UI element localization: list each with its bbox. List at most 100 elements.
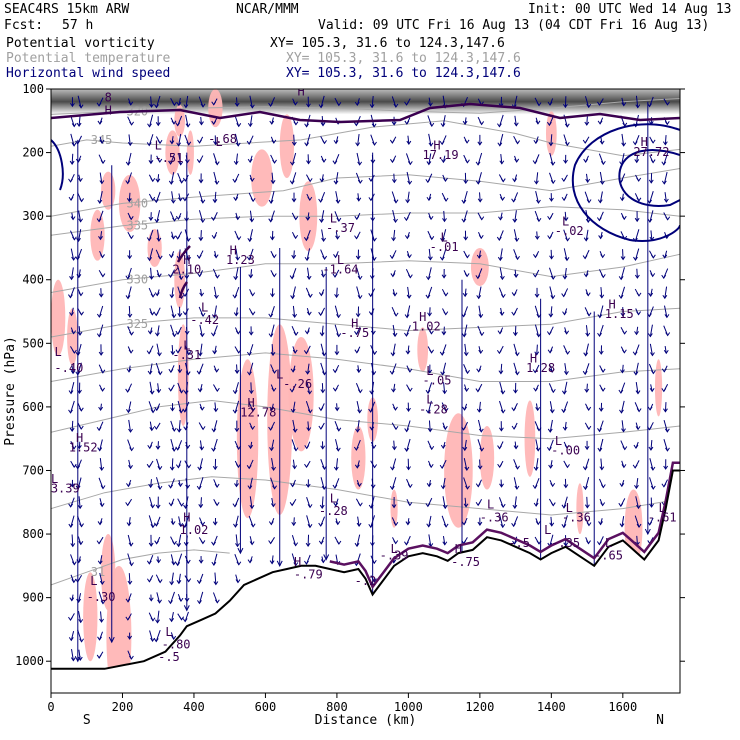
wind-arrow-head	[389, 255, 395, 260]
wind-arrow-head	[128, 235, 134, 240]
wind-arrow	[477, 419, 482, 433]
wind-arrow-head	[332, 160, 338, 165]
wind-arrow-head	[333, 254, 338, 259]
pv-extremum-label: H	[419, 310, 426, 324]
wind-arrow-head	[600, 160, 606, 166]
pv-shade-13	[118, 174, 141, 233]
y-tick-label: 900	[22, 591, 44, 605]
wind-arrow-head	[426, 523, 432, 528]
wind-arrow-head	[129, 447, 135, 452]
wind-arrow	[199, 458, 203, 470]
wind-arrow-head	[96, 426, 102, 432]
wind-arrow-head	[168, 273, 173, 278]
wind-arrow-head	[515, 465, 520, 470]
wind-arrow	[149, 363, 153, 375]
wind-arrow-head	[390, 466, 395, 471]
wind-arrow	[442, 535, 446, 545]
wind-arrow-head	[597, 101, 602, 106]
wind-arrow-head	[597, 199, 603, 204]
wind-arrow-head	[665, 447, 670, 452]
wind-arrow	[356, 401, 361, 413]
wind-arrow-head	[307, 390, 313, 395]
pv-extremum-label: -.42	[190, 313, 219, 327]
wind-arrow	[292, 305, 296, 318]
wind-arrow-head	[634, 331, 639, 336]
wind-arrow-head	[178, 197, 183, 202]
wind-arrow-head	[247, 122, 253, 128]
wind-arrow	[150, 96, 153, 107]
wind-arrow-head	[499, 160, 505, 165]
wind-arrow-head	[636, 523, 642, 528]
wind-arrow-head	[176, 580, 182, 585]
wind-arrow-head	[443, 311, 449, 316]
wind-arrow	[214, 402, 217, 412]
wind-arrow	[442, 229, 447, 242]
wind-arrow-head	[550, 482, 556, 488]
wind-arrow-head	[233, 523, 238, 528]
wind-arrow-head	[549, 522, 555, 527]
wind-arrow-head	[649, 388, 655, 393]
pv-shade-29	[654, 359, 663, 417]
wind-arrow-head	[232, 294, 238, 299]
wind-arrow	[307, 212, 310, 220]
wind-arrow-head	[212, 521, 218, 526]
wind-arrow-head	[172, 333, 177, 338]
wind-arrow	[392, 343, 396, 356]
wind-arrow-head	[175, 330, 181, 336]
wind-arrow	[550, 306, 553, 317]
wind-arrow-head	[182, 523, 188, 529]
wind-arrow	[664, 402, 667, 412]
wind-arrow-head	[661, 180, 667, 185]
wind-arrow-head	[513, 122, 519, 127]
wind-arrow-head	[369, 104, 375, 109]
wind-arrow-head	[547, 428, 553, 433]
wind-arrow	[78, 326, 81, 336]
wind-arrow-head	[336, 333, 342, 338]
wind-arrow	[464, 288, 467, 297]
wind-arrow-head	[100, 159, 106, 165]
wind-arrow-head	[247, 371, 252, 376]
wind-arrow	[150, 267, 153, 280]
wind-arrow-head	[175, 215, 181, 221]
wind-arrow-head	[497, 445, 502, 450]
wind-arrow-head	[462, 446, 468, 452]
wind-arrow-head	[248, 274, 254, 279]
wind-arrow-head	[197, 273, 203, 278]
wind-arrow-head	[425, 276, 431, 281]
wind-arrow-head	[534, 235, 540, 240]
wind-arrow-head	[199, 292, 205, 297]
wind-arrow-head	[171, 447, 177, 452]
wind-arrow	[477, 172, 482, 184]
wind-arrow-head	[407, 483, 413, 489]
wind-arrow-head	[549, 409, 555, 414]
wind-arrow-head	[585, 218, 591, 224]
wind-arrow-head	[71, 123, 77, 128]
wind-arrow-head	[585, 178, 591, 184]
x-tick-label: 200	[112, 700, 134, 714]
theta-label-9: 31	[91, 565, 105, 579]
wind-arrow-head	[169, 294, 175, 299]
wind-arrow	[663, 419, 668, 432]
wind-arrow-head	[600, 387, 606, 392]
wind-streak-head-1	[108, 636, 115, 644]
wind-arrow-head	[126, 409, 131, 414]
wind-arrow	[585, 210, 589, 223]
wind-arrow-head	[213, 141, 218, 146]
pv-contour-hook1	[176, 245, 191, 263]
wind-arrow-head	[464, 254, 470, 259]
wind-arrow-head	[357, 161, 363, 166]
wind-arrow-head	[586, 312, 592, 317]
wind-arrow	[443, 326, 445, 335]
wind-arrow	[550, 516, 553, 526]
wind-arrow	[235, 307, 238, 316]
pv-extremum-label: L	[337, 253, 344, 267]
wind-arrow	[599, 438, 604, 452]
wind-arrow-head	[636, 292, 642, 297]
x-tick-label: 1400	[537, 700, 566, 714]
wind-arrow	[100, 231, 103, 240]
wind-arrow-head	[77, 331, 83, 336]
wind-arrow	[171, 287, 174, 298]
wind-arrow-head	[427, 256, 433, 261]
wind-arrow-head	[335, 521, 341, 526]
wind-arrow-head	[178, 275, 184, 281]
